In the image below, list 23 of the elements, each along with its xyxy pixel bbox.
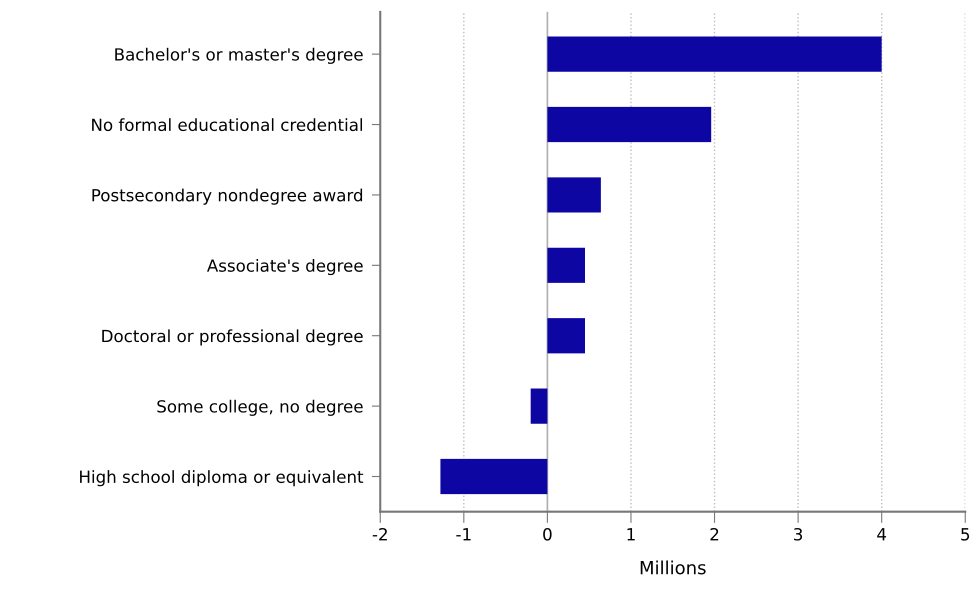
bar — [547, 106, 712, 142]
x-tick-label: 1 — [627, 528, 635, 540]
x-tick-label: 0 — [543, 528, 552, 541]
x-axis-title: Millions — [640, 560, 706, 574]
bar — [440, 458, 548, 494]
y-tick-label: High school diploma or equivalent — [80, 470, 364, 486]
bar — [547, 177, 601, 213]
x-tick-label: 2 — [710, 528, 718, 540]
x-tick-label: 4 — [877, 528, 886, 540]
x-tick-label: -2 — [372, 528, 387, 540]
x-tick-label: 3 — [794, 528, 802, 541]
y-tick-label: Associate's degree — [206, 258, 363, 276]
x-tick-label: 5 — [961, 528, 970, 541]
y-tick-label: No formal educational credential — [92, 118, 362, 132]
x-tick-label: -1 — [456, 528, 471, 540]
bar — [547, 36, 882, 72]
y-tick-label: Doctoral or professional degree — [102, 329, 363, 346]
bar — [547, 248, 585, 283]
y-tick-label: Bachelor's or master's degree — [115, 48, 363, 64]
bar — [547, 318, 585, 354]
bar — [530, 388, 548, 424]
y-tick-label: Some college, no degree — [157, 400, 363, 416]
y-tick-label: Postsecondary nondegree award — [92, 188, 362, 205]
